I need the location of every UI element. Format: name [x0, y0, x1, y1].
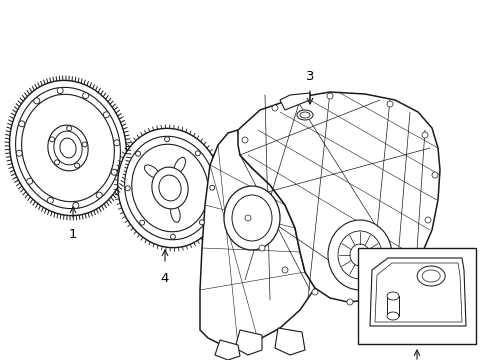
Ellipse shape: [144, 165, 159, 178]
Text: 1: 1: [69, 228, 77, 241]
Polygon shape: [200, 130, 314, 346]
Circle shape: [311, 289, 317, 295]
Ellipse shape: [118, 128, 222, 248]
Circle shape: [244, 215, 250, 221]
Circle shape: [209, 185, 214, 190]
Circle shape: [259, 245, 264, 251]
Ellipse shape: [9, 80, 126, 216]
Circle shape: [431, 172, 437, 178]
Circle shape: [282, 267, 287, 273]
Circle shape: [82, 93, 88, 99]
Circle shape: [19, 121, 25, 127]
Ellipse shape: [152, 167, 188, 209]
Circle shape: [421, 132, 427, 138]
Circle shape: [195, 151, 200, 156]
Ellipse shape: [386, 292, 398, 300]
Circle shape: [27, 178, 33, 184]
Circle shape: [271, 105, 278, 111]
Bar: [357, 248, 475, 344]
Circle shape: [66, 126, 72, 131]
Ellipse shape: [131, 144, 208, 232]
Circle shape: [96, 192, 102, 198]
Circle shape: [199, 220, 204, 225]
Ellipse shape: [224, 186, 280, 250]
Ellipse shape: [349, 244, 369, 266]
Ellipse shape: [421, 270, 439, 282]
Text: 4: 4: [161, 272, 169, 285]
Circle shape: [16, 150, 22, 156]
Circle shape: [75, 163, 80, 168]
Circle shape: [424, 217, 430, 223]
Circle shape: [170, 234, 175, 239]
Polygon shape: [369, 258, 465, 326]
Polygon shape: [235, 330, 262, 355]
Ellipse shape: [21, 94, 114, 202]
Circle shape: [125, 186, 130, 191]
Circle shape: [326, 93, 332, 99]
Ellipse shape: [416, 266, 444, 286]
Circle shape: [103, 112, 109, 118]
Polygon shape: [238, 92, 439, 302]
Ellipse shape: [337, 231, 381, 279]
Circle shape: [57, 87, 63, 94]
Ellipse shape: [231, 195, 271, 241]
Circle shape: [82, 142, 87, 147]
Circle shape: [47, 197, 53, 203]
Circle shape: [406, 259, 412, 265]
Bar: [386, 296, 398, 316]
Ellipse shape: [299, 112, 309, 118]
Circle shape: [164, 137, 169, 142]
Ellipse shape: [159, 175, 181, 201]
Ellipse shape: [170, 204, 180, 222]
Circle shape: [381, 289, 387, 295]
Ellipse shape: [60, 138, 76, 158]
Polygon shape: [215, 340, 240, 360]
Ellipse shape: [296, 110, 312, 120]
Ellipse shape: [386, 312, 398, 320]
Circle shape: [135, 151, 141, 156]
Circle shape: [386, 101, 392, 107]
Text: 3: 3: [305, 70, 314, 83]
Ellipse shape: [16, 87, 120, 209]
Circle shape: [49, 137, 55, 142]
Circle shape: [140, 220, 144, 225]
Circle shape: [346, 299, 352, 305]
Ellipse shape: [327, 220, 391, 290]
Circle shape: [54, 160, 60, 165]
Circle shape: [73, 202, 79, 208]
Ellipse shape: [54, 131, 82, 165]
Ellipse shape: [124, 136, 215, 240]
Circle shape: [114, 140, 120, 146]
Circle shape: [111, 169, 117, 175]
Ellipse shape: [174, 157, 185, 174]
Circle shape: [34, 98, 40, 104]
Circle shape: [242, 137, 247, 143]
Ellipse shape: [48, 125, 88, 171]
Polygon shape: [280, 93, 309, 110]
Polygon shape: [274, 328, 305, 355]
